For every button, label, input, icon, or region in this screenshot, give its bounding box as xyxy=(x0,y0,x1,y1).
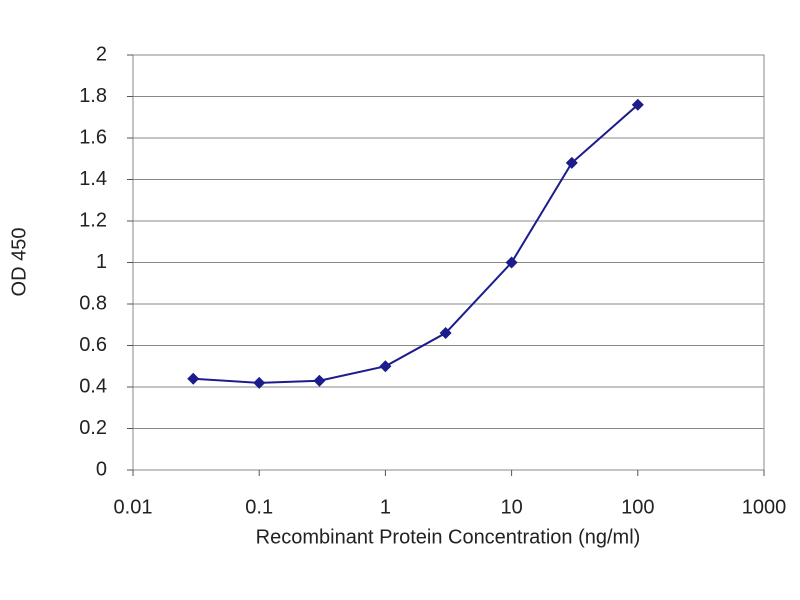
y-tick-label: 2 xyxy=(96,43,107,65)
x-tick-label: 100 xyxy=(621,496,654,518)
data-point xyxy=(313,374,326,387)
data-point xyxy=(439,327,452,340)
x-tick-label: 0.01 xyxy=(114,496,153,518)
data-point xyxy=(379,360,392,373)
y-tick-label: 1.2 xyxy=(79,209,107,231)
y-axis-label: OD 450 xyxy=(8,228,30,297)
y-tick-label: 1 xyxy=(96,251,107,273)
y-tick-label: 0.4 xyxy=(79,375,107,397)
y-tick-label: 0.8 xyxy=(79,292,107,314)
x-tick-label: 10 xyxy=(500,496,522,518)
y-tick-label: 1.6 xyxy=(79,126,107,148)
data-point xyxy=(187,372,200,385)
y-tick-label: 1.4 xyxy=(79,168,107,190)
series-line xyxy=(193,104,639,384)
data-point xyxy=(631,98,644,111)
y-tick-label: 1.8 xyxy=(79,85,107,107)
data-point xyxy=(505,256,518,269)
x-tick-label: 1 xyxy=(380,496,391,518)
y-tick-label: 0.6 xyxy=(79,334,107,356)
data-point xyxy=(253,376,266,389)
data-point xyxy=(565,156,578,169)
y-tick-label: 0.2 xyxy=(79,417,107,439)
y-tick-label: 0 xyxy=(96,458,107,480)
x-tick-label: 0.1 xyxy=(245,496,273,518)
x-tick-label: 1000 xyxy=(742,496,787,518)
x-axis-label: Recombinant Protein Concentration (ng/ml… xyxy=(256,526,641,548)
